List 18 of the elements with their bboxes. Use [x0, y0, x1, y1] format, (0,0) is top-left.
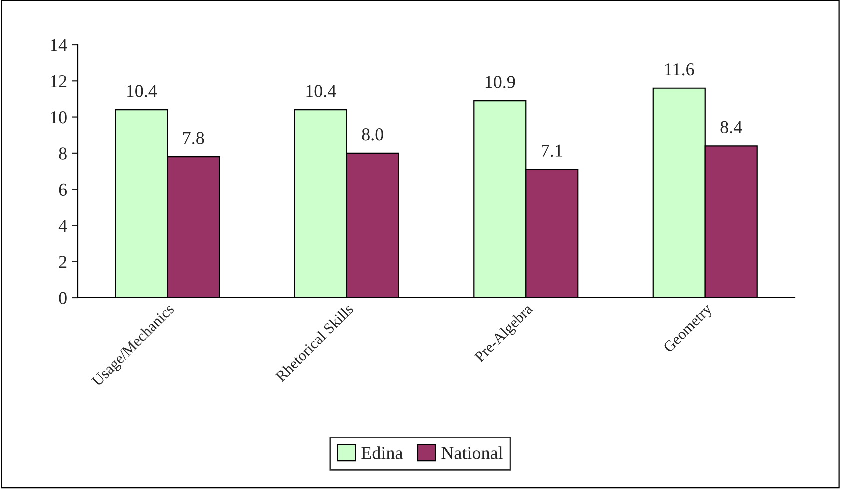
y-tick-label: 2	[59, 256, 67, 268]
data-label: 8.0	[362, 128, 384, 141]
y-tick-label: 4	[58, 220, 68, 232]
y-tick-label: 8	[59, 148, 67, 160]
y-tick-label: 14	[51, 39, 68, 52]
data-label: 8.4	[720, 121, 742, 134]
y-tick-label: 6	[59, 184, 68, 196]
legend-label: Edina	[362, 446, 403, 460]
legend-label: National	[442, 446, 503, 460]
data-label: 10.4	[127, 85, 158, 98]
data-label: 7.8	[184, 132, 204, 144]
data-label: 10.4	[306, 85, 336, 98]
data-label: 7.1	[542, 144, 562, 158]
y-tick-label: 0	[59, 292, 67, 304]
y-tick-label: 12	[51, 75, 67, 88]
data-label: 11.6	[666, 64, 694, 76]
y-tick-label: 10	[51, 112, 67, 124]
data-label: 10.9	[486, 76, 516, 88]
